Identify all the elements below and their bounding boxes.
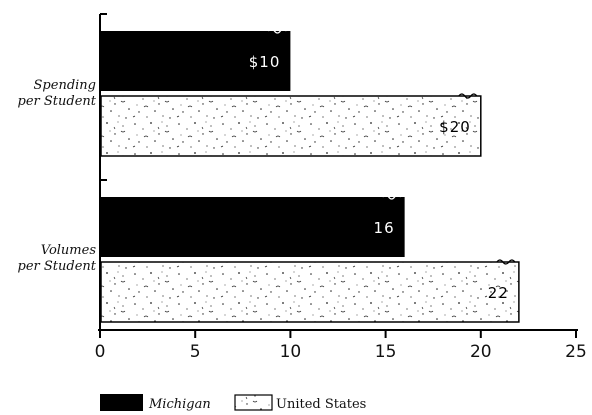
- category-label-spending-per-student: Spending per Student: [18, 78, 97, 109]
- category-label-line: per Student: [18, 94, 97, 109]
- bar-michigan-spending-per-student: [101, 31, 291, 91]
- x-tick-label-10: 10: [280, 342, 302, 362]
- bar-cap-united-states-spending-per-student: [458, 93, 478, 99]
- legend: Michigan United States: [100, 394, 366, 412]
- legend-swatch-michigan: [100, 394, 143, 411]
- x-tick-label-25: 25: [565, 342, 587, 362]
- x-tick-label-15: 15: [375, 342, 397, 362]
- bar-united-states-volumes-per-student: [100, 261, 520, 323]
- bar-michigan-volumes-per-student: [101, 197, 405, 257]
- category-label-volumes-per-student: Volumes per Student: [18, 243, 97, 274]
- value-label-michigan-volumes-per-student: 16: [374, 219, 395, 237]
- x-ticks-layer: 0 5 10 15 20 25: [95, 330, 587, 362]
- legend-label-united-states: United States: [276, 397, 366, 412]
- bar-cap-united-states-volumes-per-student: [496, 259, 516, 265]
- x-tick-label-5: 5: [190, 342, 201, 362]
- x-tick-label-0: 0: [95, 342, 106, 362]
- bar-cap-michigan-spending-per-student: [267, 28, 287, 34]
- legend-swatch-united-states: [234, 394, 273, 411]
- bar-united-states-spending-per-student: [100, 95, 482, 157]
- bar-cap-michigan-volumes-per-student: [382, 194, 402, 200]
- bars-layer: [100, 28, 520, 323]
- x-tick-label-20: 20: [470, 342, 492, 362]
- category-label-line: Spending: [34, 78, 96, 93]
- category-label-line: per Student: [18, 259, 97, 274]
- category-label-line: Volumes: [41, 243, 97, 258]
- legend-label-michigan: Michigan: [148, 397, 211, 412]
- value-label-united-states-volumes-per-student: 22: [488, 284, 509, 302]
- value-label-united-states-spending-per-student: $20: [439, 118, 471, 136]
- value-label-michigan-spending-per-student: $10: [249, 53, 281, 71]
- bar-labels-layer: $10 $20 16 22: [249, 53, 509, 302]
